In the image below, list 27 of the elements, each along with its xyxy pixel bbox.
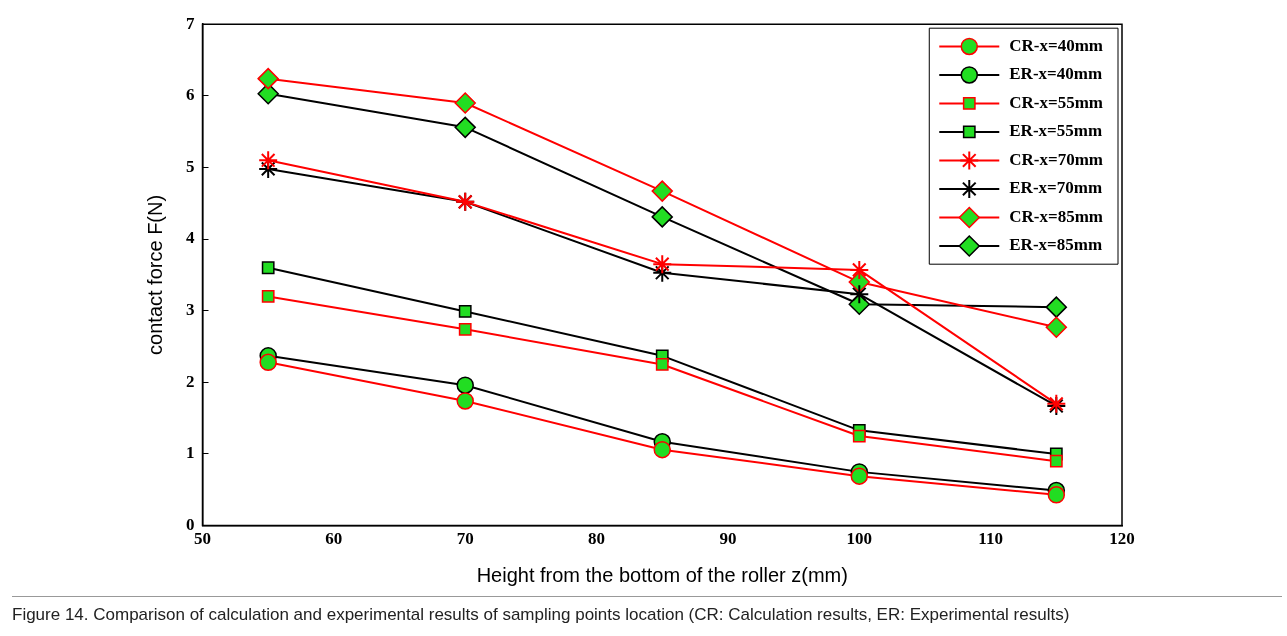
y-tick-label: 0	[186, 514, 195, 534]
x-tick-label: 60	[325, 529, 343, 549]
y-tick-label: 7	[186, 13, 195, 33]
y-tick-label: 6	[186, 85, 195, 105]
legend-label: ER-x=40mm	[1009, 64, 1103, 84]
x-tick-label: 50	[194, 529, 211, 549]
legend-label: CR-x=55mm	[1009, 92, 1104, 112]
x-tick-label: 90	[719, 529, 737, 549]
caption: Figure 14. Comparison of calculation and experimental results of sampling points location (CR: Calculation results, ER: Experimental results)	[12, 605, 1071, 625]
y-tick-label: 2	[186, 371, 195, 391]
x-tick-label: 80	[588, 529, 606, 549]
y-axis-title: contact force F(N)	[143, 194, 166, 355]
legend-label: CR-x=40mm	[1009, 35, 1104, 55]
x-tick-label: 120	[1109, 529, 1135, 549]
y-tick-label: 5	[186, 156, 195, 176]
legend-label: CR-x=70mm	[1009, 149, 1104, 169]
y-tick-label: 3	[186, 300, 195, 320]
x-tick-label: 100	[846, 529, 873, 549]
x-tick-label: 70	[456, 529, 474, 549]
legend-label: ER-x=85mm	[1009, 235, 1103, 255]
legend-label: CR-x=85mm	[1009, 206, 1104, 226]
legend-label: ER-x=55mm	[1009, 121, 1103, 141]
legend-label: ER-x=70mm	[1009, 178, 1103, 198]
x-axis-title: Height from the bottom of the roller z(mm)	[476, 563, 848, 586]
x-tick-label: 110	[978, 529, 1003, 549]
y-tick-label: 4	[186, 228, 195, 248]
y-tick-label: 1	[186, 443, 195, 463]
